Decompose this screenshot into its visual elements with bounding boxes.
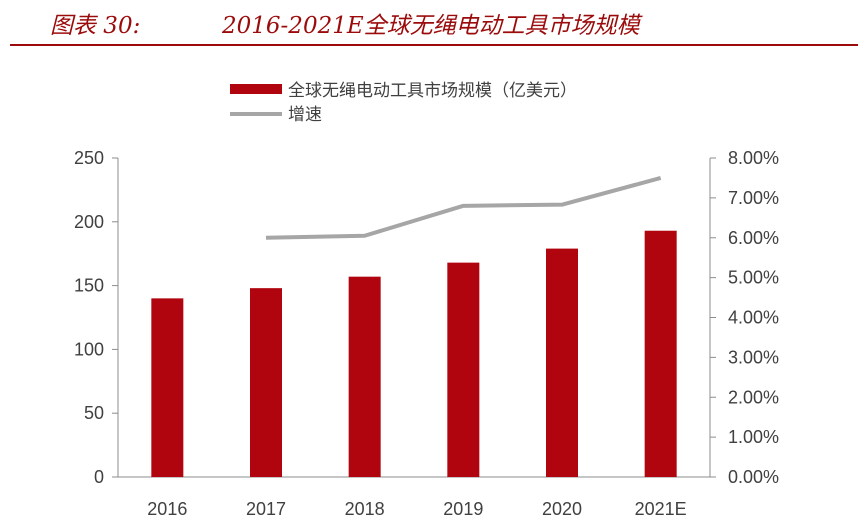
figure-number: 图表 30: xyxy=(50,13,141,39)
right-axis-tick-label: 0.00% xyxy=(728,467,779,487)
right-axis-tick-label: 6.00% xyxy=(728,228,779,248)
x-axis-category-label: 2020 xyxy=(542,499,582,519)
header-divider xyxy=(10,44,858,46)
left-axis-tick-label: 150 xyxy=(74,276,104,296)
legend-line-label: 增速 xyxy=(288,105,322,125)
bar xyxy=(151,298,184,477)
right-axis-tick-label: 2.00% xyxy=(728,387,779,407)
x-axis-category-label: 2017 xyxy=(246,499,286,519)
bar xyxy=(546,248,578,477)
right-axis-tick-label: 8.00% xyxy=(728,148,779,168)
bar xyxy=(447,262,480,477)
bar xyxy=(250,288,282,477)
left-axis-tick-label: 200 xyxy=(74,212,104,232)
bar xyxy=(348,276,381,477)
figure-header: 图表 30: 2016-2021E全球无绳电动工具市场规模 xyxy=(0,0,868,50)
left-axis-tick-label: 250 xyxy=(74,148,104,168)
figure-title: 2016-2021E全球无绳电动工具市场规模 xyxy=(222,13,640,39)
legend-bar-label: 全球无绳电动工具市场规模（亿美元） xyxy=(288,81,577,101)
x-axis-category-label: 2016 xyxy=(147,499,187,519)
right-axis-tick-label: 7.00% xyxy=(728,188,779,208)
right-axis-tick-label: 5.00% xyxy=(728,268,779,288)
left-axis-tick-label: 50 xyxy=(84,403,104,423)
right-axis-tick-label: 1.00% xyxy=(728,427,779,447)
right-axis-tick-label: 3.00% xyxy=(728,347,779,367)
left-axis-tick-label: 0 xyxy=(94,467,104,487)
right-axis-tick-label: 4.00% xyxy=(728,308,779,328)
x-axis-category-label: 2019 xyxy=(443,499,483,519)
bar xyxy=(644,230,677,477)
x-axis-category-label: 2021E xyxy=(635,499,687,519)
growth-rate-line xyxy=(265,176,662,240)
x-axis-category-label: 2018 xyxy=(345,499,385,519)
legend-bar-swatch xyxy=(230,84,282,94)
left-axis-tick-label: 100 xyxy=(74,339,104,359)
